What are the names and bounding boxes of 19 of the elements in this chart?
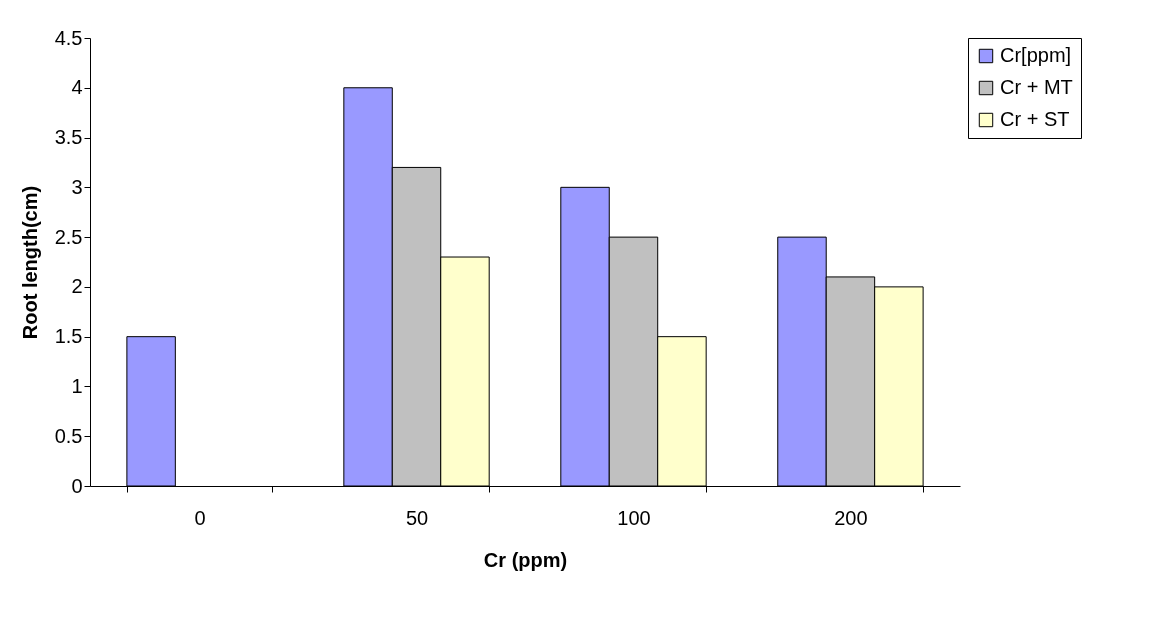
y-tick-label: 0.5 [54, 424, 83, 447]
legend-label: Cr[ppm] [1000, 44, 1072, 66]
y-tick-label: 1.5 [54, 325, 83, 348]
y-axis-title: Root length(cm) [18, 185, 41, 340]
legend-label: Cr + ST [1000, 108, 1070, 130]
y-tick-label: 1 [71, 374, 83, 397]
y-tick-label: 3.5 [54, 126, 83, 149]
y-tick-label: 4.5 [54, 26, 83, 49]
y-tick-label: 3 [71, 175, 83, 198]
x-tick-label: 100 [617, 506, 651, 529]
x-tick-label: 0 [194, 506, 206, 529]
y-tick-label: 2.5 [54, 225, 83, 248]
y-tick-label: 2 [71, 275, 83, 298]
x-tick-label: 200 [834, 506, 868, 529]
x-axis-title: Cr (ppm) [483, 548, 568, 571]
legend-label: Cr + MT [1000, 76, 1073, 98]
y-tick-label: 4 [71, 76, 83, 99]
y-tick-label: 0 [71, 474, 83, 497]
x-tick-label: 50 [405, 506, 429, 529]
